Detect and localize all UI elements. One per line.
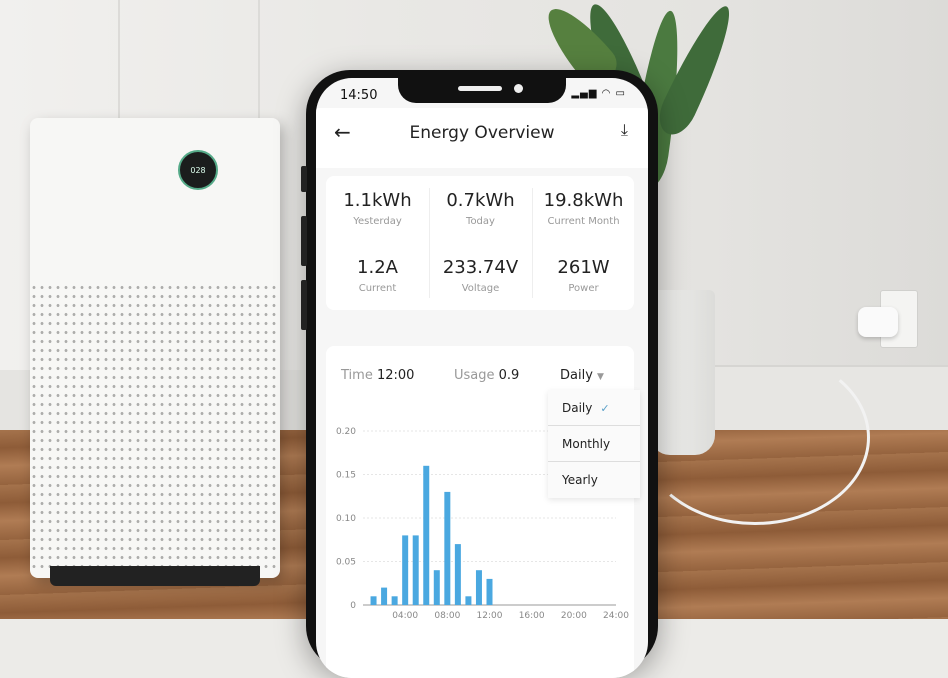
battery-icon: ▭ [615,88,626,99]
y-tick-label: 0 [350,601,356,611]
download-icon[interactable]: ⤓ [620,120,628,139]
y-tick-label: 0.15 [336,471,356,481]
bar [370,596,377,605]
stat-current-month: 19.8kWh Current Month [543,190,624,227]
status-icons: ▂▄▆ ◠ ▭ [571,88,626,99]
wifi-icon: ◠ [601,88,612,99]
y-tick-label: 0.05 [336,558,356,568]
x-tick-label: 04:00 [392,611,418,621]
air-purifier: 028 [30,118,280,586]
bar [433,570,440,605]
bar [381,587,388,605]
check-icon: ✓ [600,402,610,415]
bar [391,596,398,605]
menu-item-daily[interactable]: Daily ✓ [548,390,640,426]
menu-item-yearly[interactable]: Yearly [562,473,598,487]
bar [423,465,430,605]
bar [402,535,409,605]
side-button [301,166,307,192]
purifier-grill [30,283,280,568]
purifier-display: 028 [178,150,218,190]
wall-outlet [880,290,918,348]
app-header: ← Energy Overview ⤓ [316,108,648,168]
y-tick-label: 0.10 [336,514,356,524]
phone-screen: 14:50 ▂▄▆ ◠ ▭ ← Energy Overview ⤓ 1.1kWh… [316,78,648,678]
stat-current: 1.2A Current [357,257,398,294]
usage-chart-card: Time 12:00 Usage 0.9 Daily ▼ 0 0.05 0.10 0.… [326,346,640,678]
purifier-base [50,566,260,586]
y-tick-label: 0.20 [336,427,356,437]
bar [486,578,493,605]
time-readout: Time 12:00 [341,368,415,383]
x-tick-label: 24:00 [603,611,629,621]
signal-icon: ▂▄▆ [571,88,598,99]
status-time: 14:50 [340,88,378,103]
power-cable [640,350,870,525]
period-menu: Daily ✓ Monthly Yearly [548,390,640,498]
menu-item-monthly[interactable]: Monthly [548,426,640,462]
page-title: Energy Overview [409,123,555,143]
notch [398,78,566,103]
usage-bar-chart: 0 0.05 0.10 0.15 0.20 04:00 08:00 12:00 16:00 20:… [336,427,629,621]
bar [412,535,419,605]
smartphone: 14:50 ▂▄▆ ◠ ▭ ← Energy Overview ⤓ 1.1kWh… [301,70,658,678]
bar [475,570,482,605]
bar [444,491,451,605]
x-tick-label: 20:00 [561,611,587,621]
stat-voltage: 233.74V Voltage [442,257,519,294]
bar [465,596,472,605]
plant-pot [650,290,715,455]
stats-card: 1.1kWh Yesterday 0.7kWh Today 19.8kWh Curre… [326,176,634,310]
side-button [301,280,307,330]
stat-yesterday: 1.1kWh Yesterday [343,190,412,227]
stat-power: 261W Power [557,257,610,294]
smart-plug [858,307,898,337]
x-tick-label: 12:00 [477,611,503,621]
side-button [301,216,307,266]
x-tick-label: 16:00 [519,611,545,621]
usage-readout: Usage 0.9 [454,368,520,383]
arrow-left-icon[interactable]: ← [334,120,351,144]
x-tick-label: 08:00 [434,611,460,621]
bar [454,544,461,605]
caret-down-icon: ▼ [597,372,604,382]
period-dropdown[interactable]: Daily ▼ [560,368,604,383]
stat-today: 0.7kWh Today [446,190,515,227]
